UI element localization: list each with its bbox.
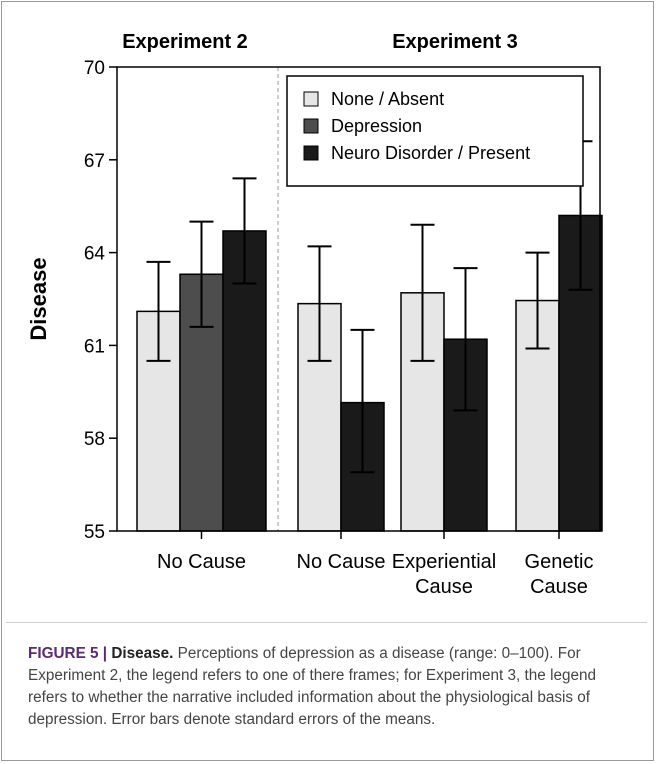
plot-frame bbox=[116, 66, 601, 532]
figure-title: Disease. bbox=[111, 645, 174, 662]
legend-label: Depression bbox=[331, 116, 422, 136]
legend-box bbox=[286, 75, 584, 187]
y-tick-label: 64 bbox=[84, 244, 106, 265]
legend-swatch bbox=[303, 145, 319, 161]
y-axis-label: Disease bbox=[26, 257, 51, 340]
y-tick-label: 55 bbox=[84, 522, 105, 543]
legend-swatch bbox=[303, 91, 319, 107]
x-tick-label: Cause bbox=[530, 576, 588, 598]
figure-label: FIGURE 5 | bbox=[28, 645, 108, 662]
legend-label: Neuro Disorder / Present bbox=[331, 143, 530, 163]
x-tick-label: Experiential bbox=[392, 551, 497, 573]
caption-divider bbox=[6, 622, 647, 623]
x-tick-label: No Cause bbox=[157, 551, 246, 573]
y-tick-label: 70 bbox=[84, 58, 105, 79]
x-tick-label: Cause bbox=[415, 576, 473, 598]
y-tick-label: 61 bbox=[84, 336, 105, 357]
figure-caption-text: Perceptions of depression as a disease (… bbox=[28, 645, 597, 728]
legend-swatch bbox=[303, 118, 319, 134]
legend-label: None / Absent bbox=[331, 89, 444, 109]
x-tick-label: No Cause bbox=[297, 551, 386, 573]
figure-caption: FIGURE 5 | Disease. Perceptions of depre… bbox=[28, 643, 638, 731]
x-tick-label: Genetic bbox=[525, 551, 594, 573]
bar-chart: 55 58 61 64 67 70 Disease Experiment 2 No Cause E… bbox=[26, 31, 603, 598]
y-tick-label: 58 bbox=[84, 429, 105, 450]
y-tick-label: 67 bbox=[84, 151, 105, 172]
panel-label: Experiment 2 bbox=[122, 31, 248, 53]
panel-label: Experiment 3 bbox=[392, 31, 518, 53]
